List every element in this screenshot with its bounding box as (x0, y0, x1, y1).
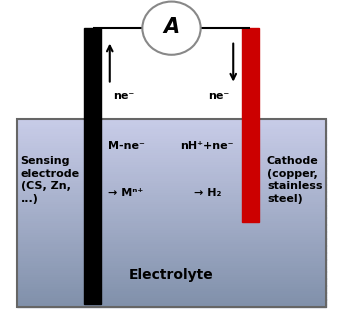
Text: → Mⁿ⁺: → Mⁿ⁺ (108, 188, 143, 198)
Bar (17, 236, 326, 239)
Bar (17, 123, 326, 126)
Bar (17, 137, 326, 140)
Bar (17, 168, 326, 171)
Bar (17, 227, 326, 229)
Bar (17, 302, 326, 304)
Bar (17, 220, 326, 222)
Bar (17, 250, 326, 253)
Bar (17, 233, 326, 236)
Bar (17, 264, 326, 267)
Bar (17, 241, 326, 244)
Bar (17, 283, 326, 285)
Bar (17, 299, 326, 302)
Bar (17, 147, 326, 150)
Bar (17, 295, 326, 297)
Text: A: A (163, 17, 180, 37)
Bar (17, 158, 326, 161)
Bar (17, 269, 326, 271)
Bar (242, 119, 259, 222)
Bar (17, 222, 326, 225)
Bar (17, 271, 326, 274)
Bar (17, 192, 326, 194)
Bar (17, 149, 326, 152)
Bar (17, 278, 326, 281)
Bar (17, 170, 326, 173)
Bar (84, 28, 101, 119)
Bar (17, 128, 326, 131)
Bar (17, 194, 326, 197)
Bar (17, 156, 326, 159)
Bar (17, 189, 326, 192)
Bar (17, 285, 326, 288)
Text: nH⁺+ne⁻: nH⁺+ne⁻ (180, 141, 234, 151)
Bar (17, 276, 326, 279)
Bar (17, 182, 326, 185)
Bar (17, 175, 326, 178)
Bar (17, 151, 326, 154)
Bar (17, 166, 326, 168)
Bar (17, 140, 326, 142)
Bar (17, 119, 326, 307)
Text: → H₂: → H₂ (194, 188, 221, 198)
Bar (17, 142, 326, 145)
Bar (17, 297, 326, 300)
Bar (17, 145, 326, 147)
Bar (17, 304, 326, 307)
Text: ne⁻: ne⁻ (209, 91, 230, 101)
Text: Electrolyte: Electrolyte (129, 269, 214, 282)
Bar (17, 224, 326, 227)
Text: M-ne⁻: M-ne⁻ (108, 141, 145, 151)
Bar (17, 288, 326, 290)
Bar (17, 180, 326, 182)
Bar (17, 177, 326, 180)
Text: ne⁻: ne⁻ (113, 91, 134, 101)
Bar (17, 161, 326, 164)
Bar (17, 229, 326, 232)
Bar (17, 231, 326, 234)
Bar (17, 245, 326, 248)
Bar (17, 262, 326, 264)
Bar (17, 292, 326, 295)
Bar (17, 239, 326, 241)
Bar (17, 187, 326, 189)
Text: Cathode
(copper,
stainless
steel): Cathode (copper, stainless steel) (267, 156, 322, 204)
Bar (17, 133, 326, 135)
Bar (17, 280, 326, 283)
Bar (17, 252, 326, 255)
Bar (17, 196, 326, 199)
Bar (17, 255, 326, 257)
Bar (17, 154, 326, 156)
Bar (17, 184, 326, 187)
Bar (17, 119, 326, 121)
Bar (17, 274, 326, 276)
Bar (17, 259, 326, 262)
Bar (17, 201, 326, 203)
Bar (17, 163, 326, 166)
Bar (17, 203, 326, 206)
Bar (17, 135, 326, 138)
Bar (17, 198, 326, 201)
Bar (17, 257, 326, 260)
Bar (242, 28, 259, 119)
Bar (17, 290, 326, 293)
Bar (17, 131, 326, 133)
Bar (17, 243, 326, 246)
Bar (84, 119, 101, 304)
Bar (17, 217, 326, 220)
Circle shape (142, 2, 201, 55)
Bar (17, 121, 326, 124)
Bar (17, 210, 326, 213)
Bar (17, 206, 326, 208)
Bar (17, 213, 326, 215)
Bar (17, 208, 326, 210)
Bar (17, 248, 326, 250)
Text: Sensing
electrode
(CS, Zn,
...): Sensing electrode (CS, Zn, ...) (21, 156, 80, 204)
Bar (17, 173, 326, 175)
Bar (17, 126, 326, 128)
Bar (17, 266, 326, 269)
Bar (17, 215, 326, 218)
